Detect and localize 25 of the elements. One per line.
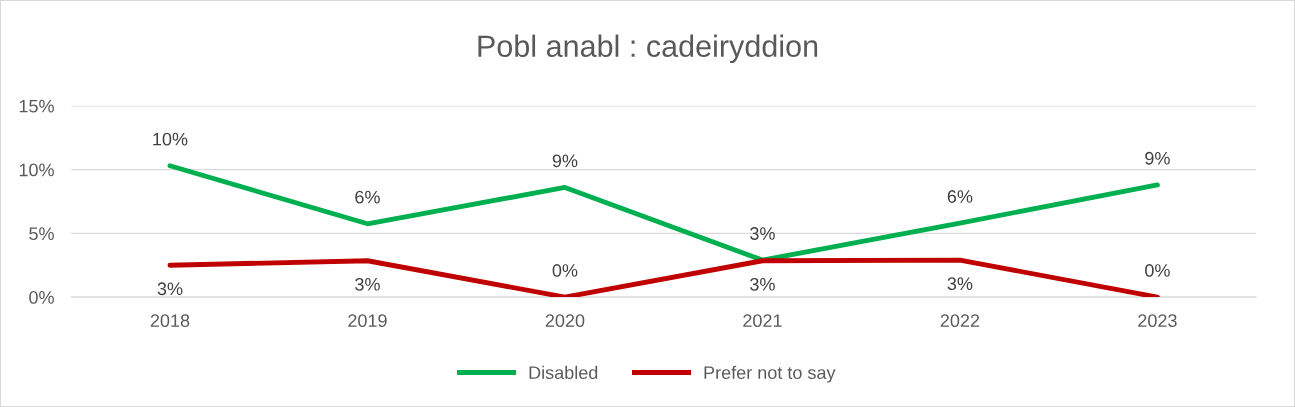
data-label: 9%: [552, 154, 578, 168]
data-label: 3%: [750, 277, 775, 291]
data-label: 0%: [552, 264, 578, 277]
data-label: 3%: [947, 277, 973, 291]
x-tick-label: 2022: [940, 314, 980, 328]
data-label: 3%: [157, 282, 183, 296]
data-label: 6%: [355, 190, 380, 204]
legend-label: Prefer not to say: [704, 365, 836, 383]
x-tick-label: 2023: [1138, 314, 1177, 328]
data-label: 10%: [153, 132, 188, 146]
x-tick-label: 2020: [545, 314, 585, 328]
data-label: 9%: [1145, 151, 1170, 165]
y-tick-label: 0%: [29, 291, 54, 304]
chart-title: Pobl anabl : cadeiryddion: [478, 34, 818, 64]
y-tick-label: 5%: [29, 227, 54, 241]
y-tick-label: 15%: [19, 99, 54, 113]
x-tick-label: 2018: [150, 314, 190, 328]
legend-label: Disabled: [529, 365, 598, 380]
data-label: 6%: [947, 190, 973, 203]
x-tick-label: 2019: [348, 314, 387, 328]
y-tick-label: 10%: [19, 163, 54, 177]
data-label: 3%: [355, 277, 380, 291]
data-label: 0%: [1145, 264, 1170, 277]
data-label: 3%: [750, 227, 775, 240]
x-tick-label: 2021: [743, 314, 782, 328]
